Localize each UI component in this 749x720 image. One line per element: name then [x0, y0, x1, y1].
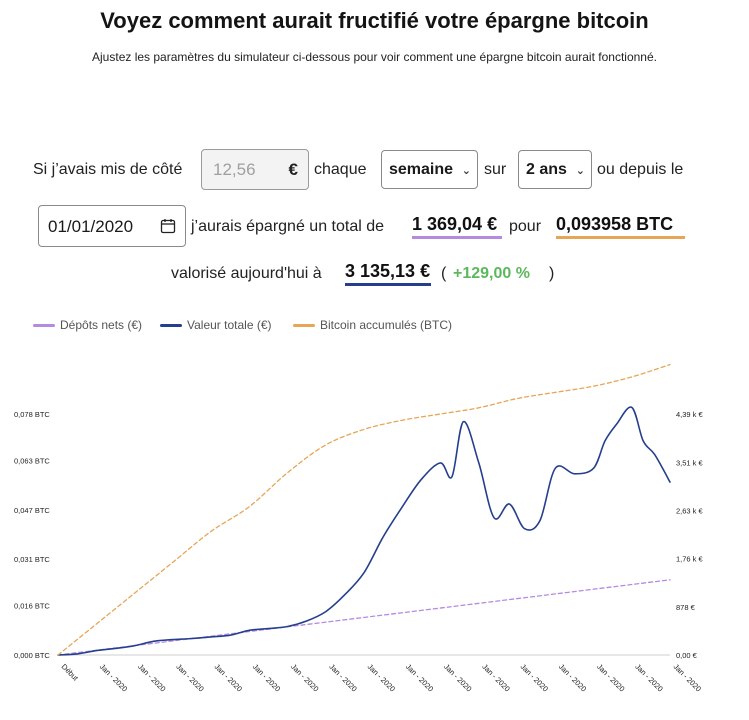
value-today: 3 135,13 € — [345, 261, 431, 281]
total-value-line — [57, 406, 671, 656]
text-since: ou depuis le — [597, 161, 684, 178]
gain-percentage: +129,00 % — [453, 265, 530, 282]
legend-btc-swatch — [293, 324, 315, 328]
right-axis-tick-label: 2,63 k € — [676, 507, 704, 516]
x-axis-tick-label: Jan - 2020 — [633, 662, 664, 693]
calendar-icon[interactable] — [160, 218, 176, 239]
deposits-line — [57, 579, 671, 656]
x-axis-tick-label: Jan - 2020 — [442, 662, 473, 693]
right-axis-tick-label: 0,00 € — [676, 651, 698, 660]
legend-total-value-label: Valeur totale (€) — [187, 318, 272, 332]
total-saved-underline — [412, 236, 502, 239]
start-date-value: 01/01/2020 — [48, 217, 134, 236]
x-axis-tick-label: Jan - 2020 — [174, 662, 205, 693]
x-axis-tick-label: Jan - 2020 — [595, 662, 626, 693]
x-axis-tick-label: Jan - 2020 — [404, 662, 435, 693]
total-saved-value: 1 369,04 € — [412, 214, 498, 234]
left-axis-tick-label: 0,063 BTC — [14, 456, 50, 465]
x-axis-tick-label: Jan - 2020 — [136, 662, 167, 693]
legend-deposits[interactable]: Dépôts nets (€) — [33, 318, 142, 332]
amount-input[interactable]: 12,56 € — [201, 149, 309, 190]
x-axis-tick-label: Jan - 2020 — [480, 662, 511, 693]
text-saved: j’aurais épargné un total de — [191, 218, 385, 235]
right-axis-tick-label: 878 € — [676, 603, 696, 612]
value-today-underline — [345, 283, 431, 286]
frequency-select[interactable]: semaine ⌄ — [381, 150, 478, 189]
left-axis-tick-label: 0,047 BTC — [14, 506, 50, 515]
right-axis-tick-label: 4,39 k € — [676, 410, 704, 419]
x-axis-tick-label: Jan - 2020 — [672, 662, 703, 693]
x-axis-tick-label: Début — [60, 662, 81, 683]
text-each: chaque — [314, 161, 367, 178]
legend-total-value-swatch — [160, 324, 182, 328]
left-axis-tick-label: 0,000 BTC — [14, 651, 50, 660]
chevron-down-icon: ⌄ — [461, 165, 471, 177]
legend-deposits-swatch — [33, 324, 55, 328]
left-axis-tick-label: 0,016 BTC — [14, 602, 50, 611]
euro-icon: € — [288, 160, 298, 179]
left-axis-tick-label: 0,031 BTC — [14, 555, 50, 564]
x-axis-tick-label: Jan - 2020 — [251, 662, 282, 693]
legend-btc-label: Bitcoin accumulés (BTC) — [320, 318, 453, 332]
btc-total-underline — [556, 236, 685, 239]
duration-select[interactable]: 2 ans ⌄ — [518, 150, 592, 189]
right-axis-tick-label: 3,51 k € — [676, 458, 704, 467]
legend-total-value[interactable]: Valeur totale (€) — [160, 318, 272, 332]
paren-open: ( — [441, 265, 447, 282]
text-over: sur — [484, 161, 507, 178]
x-axis-tick-label: Jan - 2020 — [289, 662, 320, 693]
text-intro: Si j’avais mis de côté — [33, 161, 183, 178]
x-axis-tick-label: Jan - 2020 — [213, 662, 244, 693]
x-axis-tick-label: Jan - 2020 — [327, 662, 358, 693]
page-title: Voyez comment aurait fructifié votre épa… — [100, 8, 649, 33]
start-date-input[interactable]: 01/01/2020 — [38, 205, 186, 247]
legend-deposits-label: Dépôts nets (€) — [60, 318, 143, 332]
frequency-value: semaine — [389, 161, 454, 178]
x-axis-tick-label: Jan - 2020 — [519, 662, 550, 693]
text-valued: valorisé aujourd'hui à — [171, 265, 322, 282]
btc-total-value: 0,093958 BTC — [556, 214, 674, 234]
chevron-down-icon: ⌄ — [575, 165, 585, 177]
page-subtitle: Ajustez les paramètres du simulateur ci-… — [92, 50, 657, 64]
x-axis-tick-label: Jan - 2020 — [366, 662, 397, 693]
legend-btc[interactable]: Bitcoin accumulés (BTC) — [293, 318, 452, 332]
right-axis-tick-label: 1,76 k € — [676, 554, 704, 563]
savings-chart: 0,000 BTC 0,016 BTC 0,031 BTC 0,047 BTC 0,06… — [14, 363, 704, 693]
x-axis-tick-label: Jan - 2020 — [557, 662, 588, 693]
text-for: pour — [509, 218, 542, 235]
left-axis-tick-label: 0,078 BTC — [14, 410, 50, 419]
btc-accumulated-line — [57, 363, 671, 656]
paren-close: ) — [549, 265, 555, 282]
amount-value: 12,56 — [213, 160, 256, 179]
x-axis-tick-label: Jan - 2020 — [98, 662, 129, 693]
duration-value: 2 ans — [526, 161, 567, 178]
